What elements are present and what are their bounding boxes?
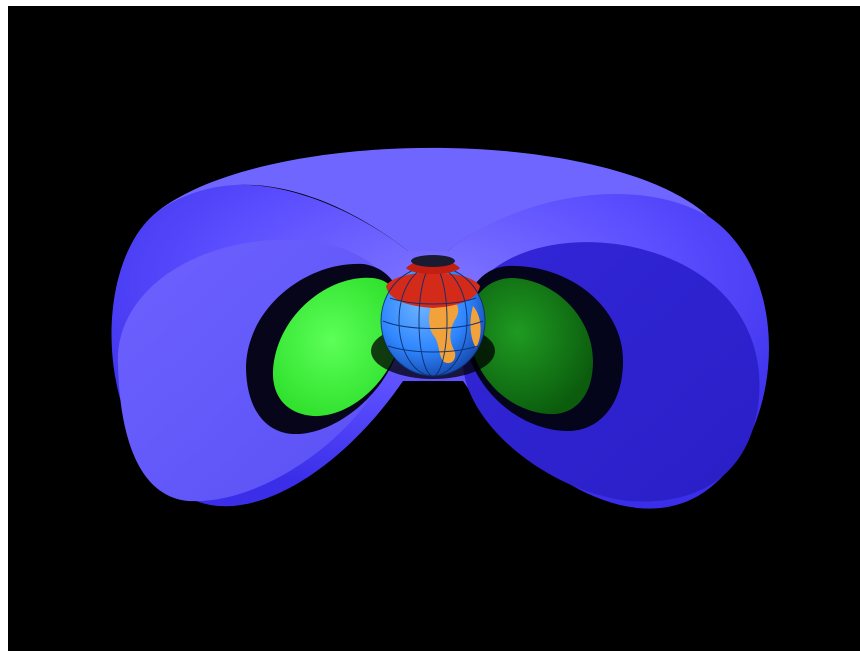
radiation-belts-illustration — [111, 147, 769, 509]
landmass-africa — [470, 306, 481, 348]
outer-belt-top-rim — [158, 147, 708, 251]
polar-opening — [411, 255, 455, 267]
radiation-belts-scene — [8, 6, 860, 651]
inner-belt-left — [272, 277, 403, 417]
inner-belt-right — [468, 278, 593, 415]
landmass-americas — [429, 291, 459, 364]
earth-globe — [380, 265, 486, 377]
